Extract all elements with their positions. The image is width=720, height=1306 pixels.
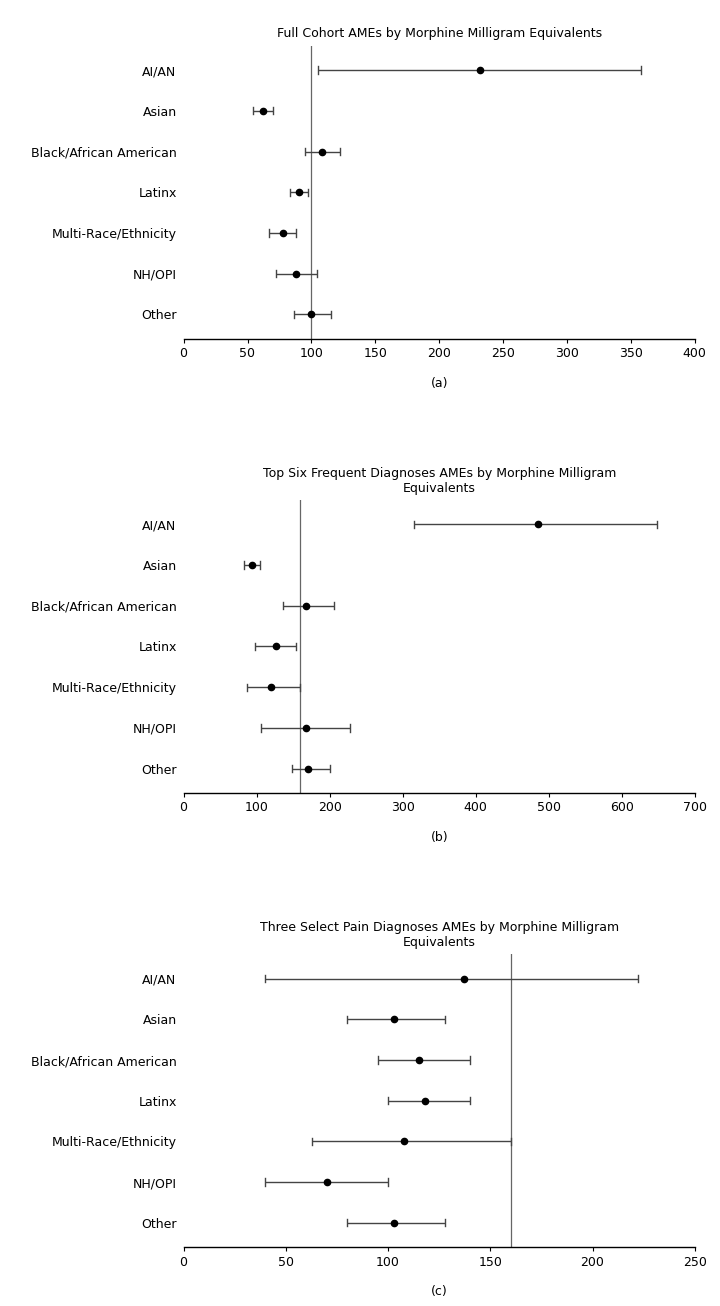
Text: (b): (b) [431, 831, 448, 844]
Text: (c): (c) [431, 1285, 448, 1298]
Title: Full Cohort AMEs by Morphine Milligram Equivalents: Full Cohort AMEs by Morphine Milligram E… [276, 27, 602, 40]
Title: Three Select Pain Diagnoses AMEs by Morphine Milligram
Equivalents: Three Select Pain Diagnoses AMEs by Morp… [260, 921, 618, 949]
Title: Top Six Frequent Diagnoses AMEs by Morphine Milligram
Equivalents: Top Six Frequent Diagnoses AMEs by Morph… [263, 466, 616, 495]
Text: (a): (a) [431, 377, 448, 390]
